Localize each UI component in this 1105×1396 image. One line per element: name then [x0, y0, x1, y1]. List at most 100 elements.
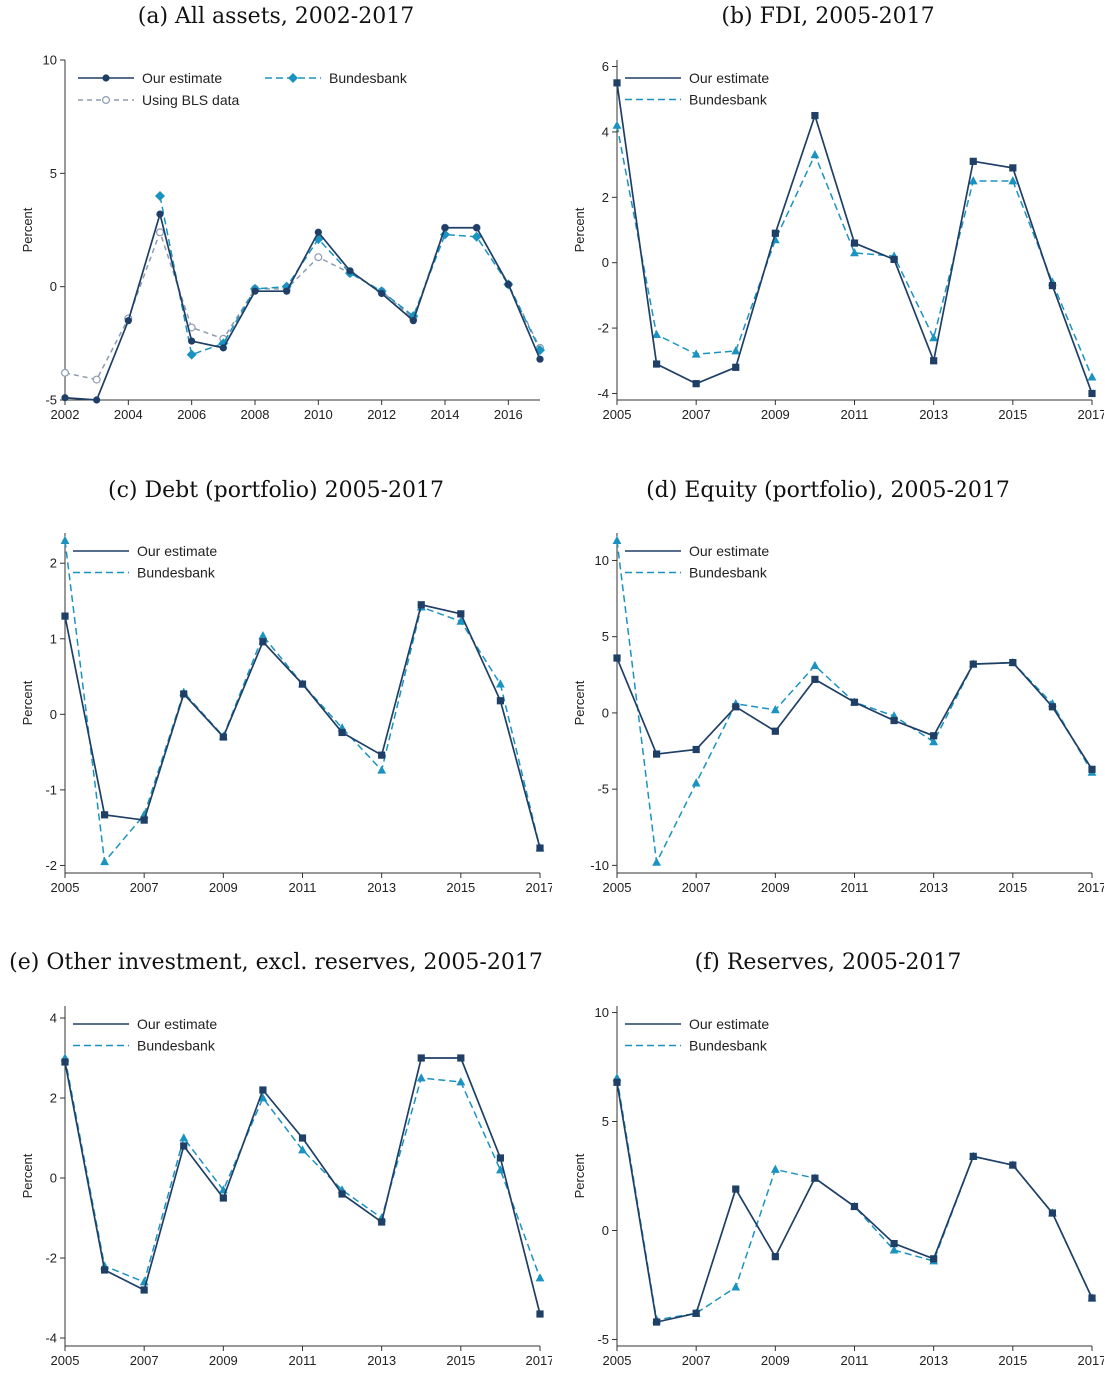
panel-title-f: (f) Reserves, 2005-2017 [694, 950, 962, 975]
data-point [890, 255, 898, 264]
legend-label: Bundesbank [137, 1038, 216, 1054]
data-point [930, 1255, 938, 1263]
x-tick-label: 2007 [130, 880, 159, 895]
data-point [416, 1073, 426, 1082]
data-point [219, 733, 227, 741]
data-point [251, 287, 259, 295]
legend-label: Our estimate [689, 70, 769, 86]
legend-label: Bundesbank [689, 1038, 768, 1054]
series-line [616, 1077, 1093, 1321]
x-tick-label: 2005 [603, 880, 632, 895]
data-point [180, 1142, 188, 1150]
x-tick-label: 2005 [51, 880, 80, 895]
y-tick-label: 5 [50, 166, 57, 181]
data-point [377, 765, 387, 774]
chart-fdi: -4 -2 0 2 4 6 2005 2007 2009 2011 2013 2015 2017 Perc… [572, 59, 1104, 422]
data-point [929, 333, 939, 342]
data-point [929, 737, 939, 746]
x-tick-label: 2011 [841, 407, 869, 422]
y-tick-label: 4 [602, 124, 609, 139]
x-tick-label: 2013 [367, 880, 396, 895]
y-axis-title: Percent [20, 1153, 35, 1198]
series-line [64, 1057, 541, 1315]
data-point [338, 1190, 346, 1198]
data-point [496, 1154, 505, 1162]
data-point [1009, 164, 1017, 172]
y-tick-label: -2 [597, 321, 609, 336]
data-point [612, 535, 622, 545]
x-tick-label: 2011 [289, 880, 317, 895]
x-tick-label: 2011 [289, 1353, 317, 1368]
legend-label: Bundesbank [689, 565, 768, 581]
y-axis-title: Percent [572, 680, 587, 725]
data-point [850, 698, 859, 706]
data-point [92, 375, 101, 384]
data-point [811, 1174, 819, 1182]
data-point [652, 857, 661, 866]
data-point [180, 690, 188, 698]
data-point [969, 660, 977, 668]
y-axis-title: Percent [572, 1153, 587, 1198]
series-our-estimate [613, 79, 1096, 398]
series-line [64, 540, 541, 864]
data-point [850, 248, 859, 257]
data-point [314, 253, 323, 262]
chart-other-investment: -4 -2 0 2 4 2005 2007 2009 2011 2013 2015 2017 Perce… [20, 1006, 552, 1368]
data-point [771, 1253, 779, 1261]
legend-label: Our estimate [689, 543, 769, 559]
series-bundesbank [612, 1073, 1097, 1324]
data-point [771, 229, 779, 237]
data-point [258, 630, 268, 640]
data-point [652, 750, 661, 758]
data-point [219, 1194, 227, 1202]
data-point [100, 811, 109, 819]
y-tick-label: -2 [45, 858, 57, 873]
series-our-estimate [61, 601, 544, 852]
data-point [771, 727, 779, 735]
data-point [692, 380, 700, 388]
y-tick-label: -4 [45, 1331, 57, 1346]
legend-label: Our estimate [142, 70, 222, 86]
y-tick-label: 2 [602, 190, 609, 205]
data-point [969, 157, 977, 165]
data-point [378, 289, 386, 298]
data-point [504, 280, 512, 288]
data-point [613, 79, 621, 87]
data-point [930, 357, 938, 365]
legend-label: Bundesbank [329, 70, 408, 86]
data-point [652, 360, 661, 368]
legend: Our estimate Bundesbank [625, 70, 769, 108]
y-tick-label: 5 [602, 629, 609, 644]
data-point [186, 349, 197, 360]
data-point [1048, 703, 1057, 711]
legend-label: Using BLS data [142, 92, 239, 108]
x-tick-label: 2009 [209, 1353, 238, 1368]
data-point [889, 1245, 899, 1254]
y-tick-label: -5 [597, 782, 609, 797]
series-line [616, 82, 1093, 394]
legend-label: Bundesbank [689, 92, 768, 108]
x-tick-label: 2016 [494, 407, 523, 422]
panel-title-e: (e) Other investment, excl. reserves, 20… [9, 950, 543, 975]
y-tick-label: 0 [50, 279, 57, 294]
data-point [259, 1086, 267, 1094]
data-point [338, 728, 346, 737]
x-tick-label: 2007 [682, 880, 711, 895]
data-point [536, 844, 544, 852]
legend-label: Our estimate [137, 543, 217, 559]
y-axis-title: Percent [20, 680, 35, 725]
series-line [64, 1057, 541, 1284]
chart-debt-portfolio: -2 -1 0 1 2 2005 2007 2009 2011 2013 2015 2017 Perce… [20, 533, 552, 895]
series-bundesbank [60, 535, 545, 866]
x-tick-label: 2014 [431, 407, 460, 422]
data-point [1008, 176, 1018, 185]
y-tick-label: -5 [45, 393, 57, 408]
x-tick-label: 2005 [51, 1353, 80, 1368]
y-axis-title: Percent [572, 207, 587, 252]
data-point [93, 396, 101, 404]
y-tick-label: 6 [602, 59, 609, 74]
data-point [417, 601, 425, 609]
data-point [314, 228, 322, 236]
y-tick-label: 1 [50, 631, 57, 646]
data-point [930, 732, 938, 740]
